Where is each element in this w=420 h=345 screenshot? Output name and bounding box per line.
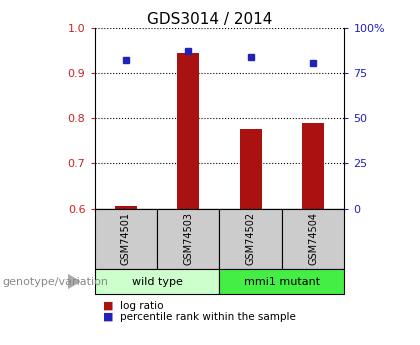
- Text: GSM74502: GSM74502: [246, 213, 256, 265]
- Bar: [177, 52, 199, 209]
- Bar: [302, 123, 324, 209]
- Text: log ratio: log ratio: [120, 301, 163, 311]
- Text: wild type: wild type: [131, 277, 182, 286]
- Text: ■: ■: [103, 312, 113, 322]
- Text: GSM74501: GSM74501: [121, 213, 131, 265]
- Bar: [240, 129, 262, 209]
- Text: ■: ■: [103, 301, 113, 311]
- Text: GSM74503: GSM74503: [183, 213, 193, 265]
- Text: mmi1 mutant: mmi1 mutant: [244, 277, 320, 286]
- Text: genotype/variation: genotype/variation: [2, 277, 108, 286]
- Polygon shape: [68, 275, 80, 288]
- Text: GSM74504: GSM74504: [308, 213, 318, 265]
- Bar: [115, 206, 136, 209]
- Text: GDS3014 / 2014: GDS3014 / 2014: [147, 12, 273, 27]
- Text: percentile rank within the sample: percentile rank within the sample: [120, 312, 296, 322]
